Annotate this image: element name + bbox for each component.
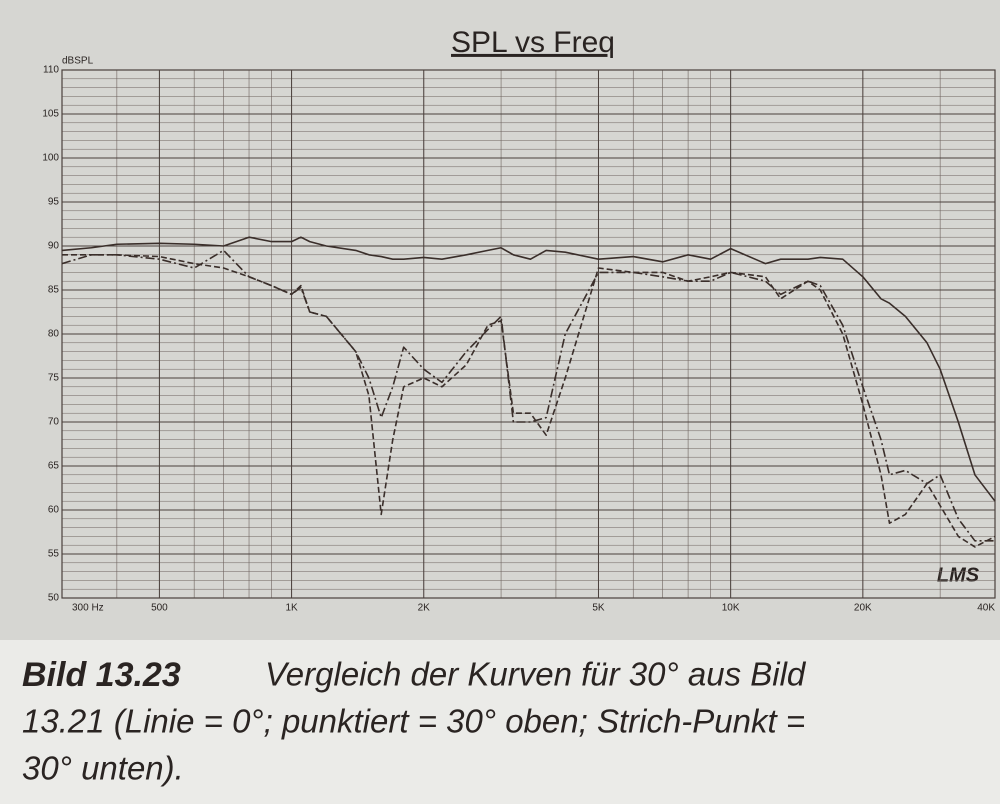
y-tick-label: 100 — [42, 153, 59, 164]
y-tick-label: 90 — [48, 241, 60, 252]
page-background — [0, 0, 1000, 640]
y-tick-label: 70 — [48, 417, 60, 428]
caption-text: Vergleich der Kurven für 30° aus Bild — [265, 656, 807, 693]
series-line — [61, 249, 995, 542]
y-tick-label: 80 — [48, 329, 60, 340]
x-tick-label: 10K — [722, 603, 740, 614]
caption-label: Bild 13.23 — [22, 656, 181, 694]
caption-text: 13.21 (Linie = 0°; punktiert = 30° oben;… — [22, 703, 805, 740]
y-tick-label: 50 — [48, 593, 60, 604]
x-tick-label: 40K — [977, 603, 995, 614]
x-tick-label: 2K — [418, 603, 431, 614]
y-tick-label: 110 — [43, 65, 59, 76]
series-line — [62, 254, 996, 548]
watermark: LMS — [937, 564, 980, 586]
x-tick-label: 5K — [592, 603, 605, 614]
series-line — [61, 236, 996, 502]
y-tick-label: 75 — [48, 373, 60, 384]
y-axis-label: dBSPL — [62, 56, 94, 67]
y-tick-label: 85 — [48, 285, 60, 296]
x-tick-label: 1K — [285, 603, 298, 614]
caption-background — [0, 640, 1000, 804]
y-tick-label: 105 — [42, 109, 59, 120]
y-tick-label: 60 — [48, 505, 60, 516]
x-tick-label: 20K — [854, 603, 872, 614]
x-tick-label: 300 Hz — [72, 603, 104, 614]
chart-title: SPL vs Freq — [451, 26, 615, 59]
y-tick-label: 95 — [48, 197, 60, 208]
y-tick-label: 55 — [48, 549, 60, 560]
y-tick-label: 65 — [48, 461, 60, 472]
caption-text: 30° unten). — [22, 750, 184, 787]
x-tick-label: 500 — [151, 603, 168, 614]
